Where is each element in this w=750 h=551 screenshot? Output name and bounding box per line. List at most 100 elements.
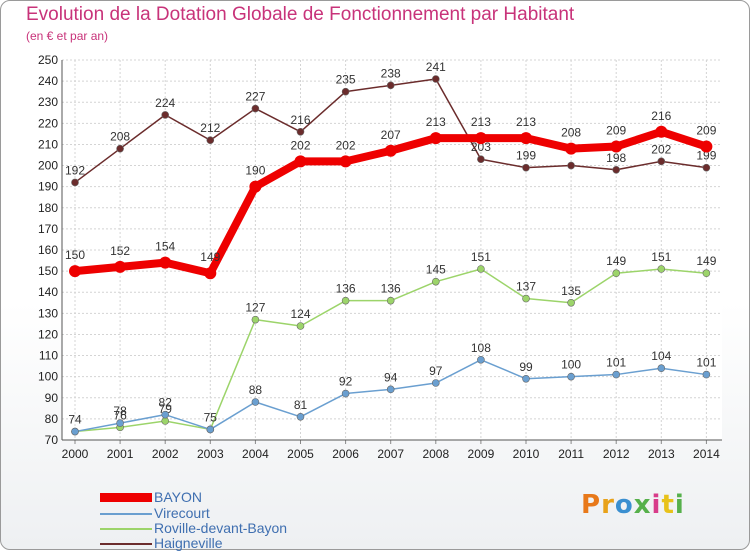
data-point-bayon: [114, 260, 127, 273]
data-point-roville-devant-bayon: [251, 315, 260, 324]
x-tick-label: 2001: [107, 447, 134, 461]
data-point-haigneville: [431, 75, 440, 83]
data-label-virecourt: 97: [429, 364, 443, 378]
data-point-haigneville: [477, 155, 485, 164]
data-point-roville-devant-bayon: [567, 298, 575, 307]
data-label-virecourt: 82: [159, 396, 173, 410]
data-label-bayon: 149: [200, 250, 220, 264]
y-tick-label: 70: [45, 433, 59, 447]
data-point-roville-devant-bayon: [161, 417, 169, 425]
data-point-bayon: [655, 125, 668, 138]
data-label-bayon: 213: [426, 115, 446, 129]
data-point-bayon: [520, 132, 532, 145]
data-label-haigneville: 241: [426, 60, 446, 74]
data-point-virecourt: [477, 355, 485, 364]
data-point-haigneville: [702, 163, 711, 172]
data-label-virecourt: 75: [204, 410, 218, 424]
x-tick-label: 2004: [242, 447, 269, 461]
data-label-haigneville: 203: [471, 140, 491, 154]
data-label-roville-devant-bayon: 79: [159, 402, 173, 416]
logo-letter: t: [661, 490, 675, 520]
data-label-bayon: 150: [65, 248, 85, 262]
y-tick-label: 80: [45, 412, 59, 426]
logo-letter: r: [601, 490, 615, 520]
data-label-virecourt: 108: [471, 341, 491, 355]
data-point-virecourt: [612, 370, 621, 379]
data-point-haigneville: [341, 87, 350, 96]
data-label-roville-devant-bayon: 137: [516, 280, 536, 294]
data-label-roville-devant-bayon: 145: [426, 263, 446, 277]
data-point-virecourt: [71, 427, 79, 436]
x-tick-label: 2005: [287, 447, 314, 461]
legend-swatch-bayon: [100, 493, 152, 502]
data-label-bayon: 202: [290, 138, 310, 152]
data-label-bayon: 207: [381, 128, 401, 142]
y-tick-label: 190: [38, 180, 58, 194]
data-point-roville-devant-bayon: [296, 322, 305, 330]
logo-letter: i: [674, 490, 685, 520]
data-label-roville-devant-bayon: 136: [381, 282, 401, 296]
data-label-bayon: 208: [561, 126, 581, 140]
data-point-bayon: [474, 132, 487, 145]
x-tick-label: 2013: [648, 447, 675, 461]
logo-letter: x: [633, 490, 652, 520]
data-label-roville-devant-bayon: 76: [113, 408, 127, 422]
data-point-virecourt: [296, 412, 305, 421]
data-point-roville-devant-bayon: [522, 294, 530, 303]
data-label-roville-devant-bayon: 149: [606, 254, 626, 268]
chart-title: Evolution de la Dotation Globale de Fonc…: [26, 4, 575, 25]
data-label-haigneville: 199: [516, 149, 536, 163]
data-point-bayon: [429, 132, 442, 145]
data-label-roville-devant-bayon: 136: [336, 282, 356, 296]
data-label-virecourt: 104: [651, 349, 671, 363]
data-point-bayon: [249, 180, 262, 193]
data-label-virecourt: 101: [696, 356, 716, 370]
data-point-bayon: [610, 140, 623, 153]
data-point-virecourt: [251, 398, 260, 406]
y-tick-label: 130: [38, 306, 58, 320]
data-label-bayon: 213: [471, 115, 491, 129]
x-tick-label: 2011: [558, 447, 584, 461]
data-point-haigneville: [116, 144, 124, 153]
data-label-roville-devant-bayon: 127: [245, 301, 265, 315]
data-label-haigneville: 212: [200, 121, 220, 135]
data-point-roville-devant-bayon: [341, 296, 350, 305]
data-point-bayon: [204, 267, 217, 280]
x-tick-label: 2007: [377, 447, 404, 461]
data-label-haigneville: 235: [336, 73, 356, 87]
data-label-virecourt: 92: [339, 375, 353, 389]
data-label-virecourt: 88: [249, 383, 263, 397]
legend-swatch-roville: [100, 528, 152, 530]
y-tick-label: 250: [38, 53, 58, 67]
y-tick-label: 170: [38, 222, 58, 236]
y-tick-label: 240: [38, 74, 58, 88]
data-label-haigneville: 208: [110, 130, 130, 144]
data-point-virecourt: [657, 364, 666, 373]
data-point-haigneville: [522, 163, 530, 172]
y-tick-label: 220: [38, 116, 58, 130]
data-label-bayon: 216: [651, 109, 671, 123]
y-tick-label: 140: [38, 285, 58, 299]
data-point-virecourt: [702, 370, 711, 379]
data-point-bayon: [294, 155, 307, 168]
logo-letter: i: [651, 490, 662, 520]
data-label-haigneville: 192: [65, 163, 85, 177]
x-tick-label: 2008: [422, 447, 449, 461]
x-tick-label: 2012: [603, 447, 630, 461]
data-label-haigneville: 202: [651, 142, 671, 156]
data-point-bayon: [159, 256, 172, 269]
data-point-roville-devant-bayon: [612, 269, 621, 278]
x-tick-label: 2002: [152, 447, 179, 461]
data-label-roville-devant-bayon: 151: [471, 250, 491, 264]
data-point-haigneville: [657, 157, 666, 166]
data-label-virecourt: 99: [519, 360, 533, 374]
data-point-virecourt: [431, 379, 440, 387]
data-label-haigneville: 216: [290, 113, 310, 127]
data-label-roville-devant-bayon: 151: [651, 250, 671, 264]
y-tick-label: 90: [45, 391, 59, 405]
logo-letter: o: [614, 490, 634, 520]
data-point-virecourt: [161, 410, 169, 419]
x-tick-label: 2000: [62, 447, 89, 461]
data-point-haigneville: [161, 111, 169, 119]
